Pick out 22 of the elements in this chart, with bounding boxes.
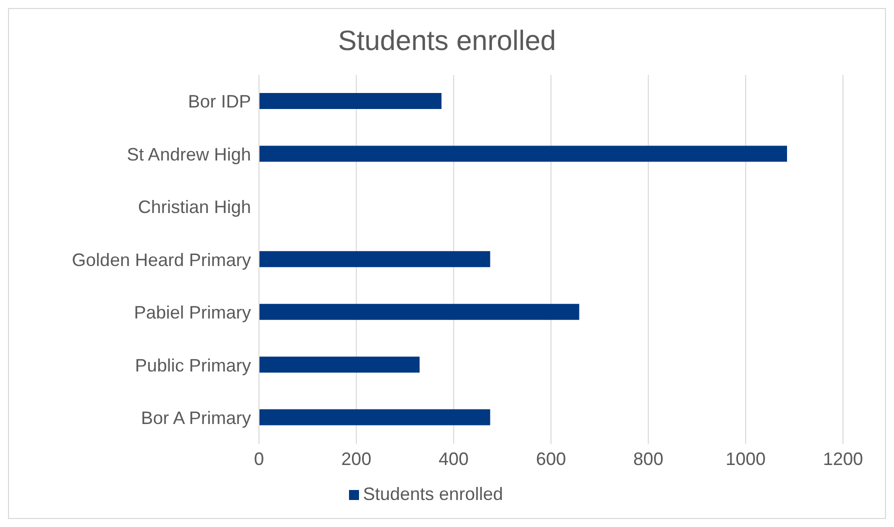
bar — [259, 251, 490, 268]
y-tick-label: Bor A Primary — [140, 408, 251, 428]
y-tick-label: Christian High — [138, 197, 251, 218]
x-tick-label: 400 — [438, 448, 469, 469]
chart-title: Students enrolled — [337, 25, 557, 58]
x-tick-label: 1200 — [822, 448, 864, 469]
y-tick-label: St Andrew High — [126, 144, 251, 164]
x-tick-label: 1000 — [726, 448, 766, 469]
bar — [259, 93, 442, 109]
bar — [259, 304, 580, 320]
bar — [259, 146, 788, 162]
bar — [259, 409, 490, 426]
bar — [259, 356, 420, 373]
x-tick-label: 0 — [254, 448, 264, 469]
x-tick-label: 800 — [633, 448, 664, 469]
x-tick-label: 200 — [341, 448, 372, 469]
y-tick-label: Pabiel Primary — [134, 302, 251, 323]
y-tick-label: Public Primary — [134, 355, 251, 376]
y-tick-label: Golden Heard Primary — [72, 250, 251, 270]
legend-label: Students enrolled — [362, 484, 504, 504]
y-tick-label: Bor IDP — [188, 92, 251, 112]
x-tick-label: 600 — [536, 448, 566, 469]
